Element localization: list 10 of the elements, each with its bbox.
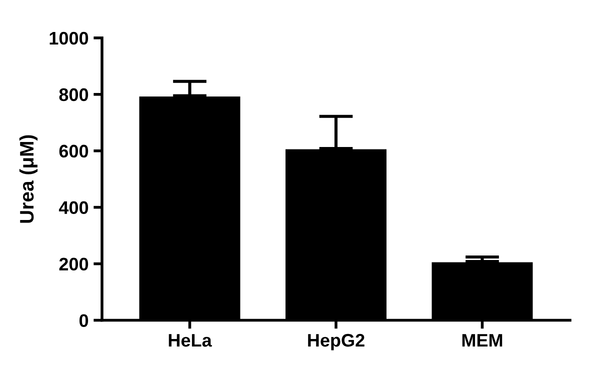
y-tick-label: 0	[79, 314, 88, 327]
y-tick-label: 1000	[50, 32, 88, 45]
y-axis-title: Urea (μM)	[19, 135, 38, 223]
y-tick-label: 400	[58, 201, 88, 214]
y-tick-label: 600	[59, 144, 88, 158]
y-tick-label: 800	[59, 88, 88, 102]
x-tick-label: HepG2	[308, 334, 364, 350]
y-tick-label: 200	[59, 258, 88, 271]
x-tick-label: HeLa	[168, 334, 212, 347]
x-tick-label: MEM	[462, 334, 502, 347]
